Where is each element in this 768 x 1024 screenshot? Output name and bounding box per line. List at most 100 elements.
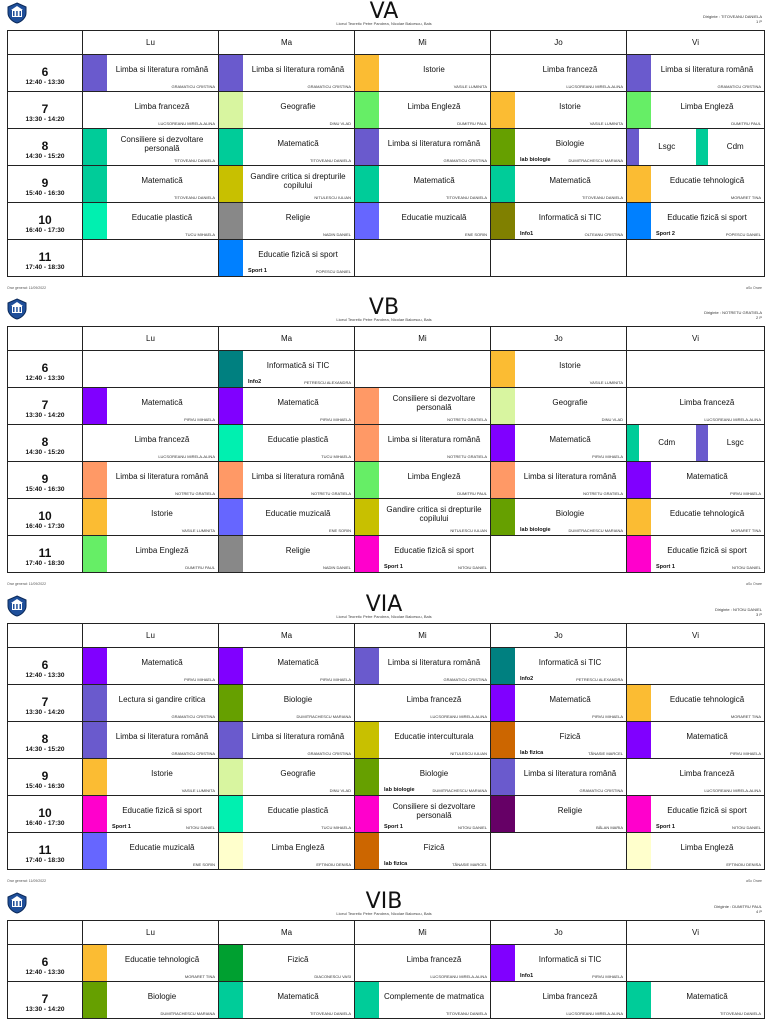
lesson-cell[interactable]: Consiliere si dezvoltare personală NOTRET… xyxy=(354,387,491,425)
lesson-cell[interactable]: Limba si literatura română NOTRETU GRATIE… xyxy=(490,461,627,499)
lesson-cell[interactable]: Limba franceză LUCSOREANU MIRELA-ALINA xyxy=(354,944,491,982)
lesson-cell[interactable]: Gandire critica si drepturile copilului N… xyxy=(218,165,355,203)
lesson-cell[interactable]: Limba franceză LUCSOREANU MIRELA-ALINA xyxy=(626,758,765,796)
lesson-cell[interactable]: Biologie DUMITRACHESCU MARIANA xyxy=(218,684,355,722)
lesson-cell[interactable]: Limba Engleză DUMITRU PAUL xyxy=(82,535,219,573)
lesson-cell[interactable]: Matematică PIRVU MIHAELA xyxy=(490,424,627,462)
lesson-cell[interactable]: Limba Engleză EFTINOIU DENISA xyxy=(626,832,765,870)
lesson-cell[interactable]: Limba Engleză DUMITRU PAUL xyxy=(626,91,765,129)
lesson-cell[interactable]: Matematică PIRVU MIHAELA xyxy=(82,647,219,685)
lesson-cell[interactable]: Limba si literatura română GRAMATICU CRIS… xyxy=(354,128,491,166)
lesson-cell[interactable]: Matematică TITOVEANU DANIELA xyxy=(218,128,355,166)
lesson-cell[interactable]: Gandire critica si drepturile copilului N… xyxy=(354,498,491,536)
lesson-cell[interactable]: Matematică TITOVEANU DANIELA xyxy=(82,165,219,203)
lesson-cell[interactable]: Limba franceză LUCSOREANU MIRELA-ALINA xyxy=(82,424,219,462)
lesson-cell[interactable]: Limba si literatura română GRAMATICU CRIS… xyxy=(626,54,765,92)
lesson-cell[interactable]: Educatie fizică si sport NITOIU DANIEL Spo… xyxy=(626,795,765,833)
lesson-cell[interactable]: Biologie DUMITRACHESCU MARIANA lab biologi… xyxy=(354,758,491,796)
subject-color-bar xyxy=(83,982,107,1018)
lesson-cell[interactable]: Matematică PIRVU MIHAELA xyxy=(626,461,765,499)
split-lesson[interactable]: Lsgc xyxy=(627,129,697,165)
hour-number: 8 xyxy=(41,138,49,153)
lesson-cell[interactable]: Lsgc Cdm xyxy=(626,128,765,166)
lesson-cell[interactable]: Limba franceză LUCSOREANU MIRELA-ALINA xyxy=(354,684,491,722)
lesson-cell[interactable]: Limba si literatura română GRAMATICU CRIS… xyxy=(218,721,355,759)
lesson-cell[interactable]: Matematică TITOVEANU DANIELA xyxy=(354,165,491,203)
lesson-cell[interactable]: Biologie DUMITRACHESCU MARIANA lab biologi… xyxy=(490,498,627,536)
lesson-cell[interactable]: Istorie VASILE LUMINITA xyxy=(82,758,219,796)
lesson-cell[interactable]: Educatie tehnologică MORARET TINA xyxy=(82,944,219,982)
subject-color-bar xyxy=(627,536,651,572)
lesson-cell[interactable]: Educatie plastică TUCU MIHAELA xyxy=(82,202,219,240)
lesson-cell[interactable]: Biologie DUMITRACHESCU MARIANA lab biologi… xyxy=(490,128,627,166)
lesson-cell[interactable]: Limba si literatura română GRAMATICU CRIS… xyxy=(218,54,355,92)
lesson-cell[interactable]: Biologie DUMITRACHESCU MARIANA xyxy=(82,981,219,1019)
lesson-cell[interactable]: Cdm Lsgc xyxy=(626,424,765,462)
lesson-cell[interactable]: Religie BĂLAN MARIA xyxy=(490,795,627,833)
lesson-cell[interactable]: Educatie fizică si sport NITOIU DANIEL Spo… xyxy=(82,795,219,833)
subject-color-bar xyxy=(219,648,243,684)
lesson-cell[interactable]: Religie NADIN DANIEL xyxy=(218,535,355,573)
lesson-cell[interactable]: Geografie DINU VLAD xyxy=(218,91,355,129)
lesson-cell[interactable]: Matematică PIRVU MIHAELA xyxy=(490,684,627,722)
lesson-cell[interactable]: Educatie tehnologică MORARET TINA xyxy=(626,165,765,203)
lesson-cell[interactable]: Limba Engleză DUMITRU PAUL xyxy=(354,91,491,129)
lesson-cell[interactable]: Istorie VASILE LUMINITA xyxy=(490,91,627,129)
lesson-cell[interactable]: Informatică si TIC PETRESCU ALEXANDRA Info… xyxy=(218,350,355,388)
lesson-cell[interactable]: Fizică TĂNASIE MARCEL lab fizica xyxy=(490,721,627,759)
lesson-cell[interactable]: Religie NADIN DANIEL xyxy=(218,202,355,240)
lesson-cell[interactable]: Istorie VASILE LUMINITA xyxy=(354,54,491,92)
lesson-cell[interactable]: Limba si literatura română NOTRETU GRATIE… xyxy=(354,424,491,462)
lesson-cell[interactable]: Geografie DINU VLAD xyxy=(218,758,355,796)
lesson-cell[interactable]: Matematică TITOVEANU DANIELA xyxy=(626,981,765,1019)
lesson-cell[interactable]: Informatică si TIC PIRVU MIHAELA Info1 xyxy=(490,944,627,982)
lesson-cell[interactable]: Matematică PIRVU MIHAELA xyxy=(626,721,765,759)
lesson-cell[interactable]: Limba si literatura română NOTRETU GRATIE… xyxy=(82,461,219,499)
lesson-cell[interactable]: Istorie VASILE LUMINITA xyxy=(490,350,627,388)
lesson-cell[interactable]: Limba franceză LUCSOREANU MIRELA-ALINA xyxy=(490,981,627,1019)
lesson-cell[interactable]: Educatie fizică si sport POPESCU DANIEL Sp… xyxy=(218,239,355,277)
lesson-cell[interactable]: Complemente de matmatica TITOVEANU DANIEL… xyxy=(354,981,491,1019)
lesson-cell[interactable]: Istorie VASILE LUMINITA xyxy=(82,498,219,536)
lesson-cell[interactable]: Matematică PIRVU MIHAELA xyxy=(218,387,355,425)
lesson-cell[interactable]: Fizică DIACONESCU VASI xyxy=(218,944,355,982)
lesson-cell[interactable]: Matematică PIRVU MIHAELA xyxy=(218,647,355,685)
lesson-cell[interactable]: Educatie plastică TUCU MIHAELA xyxy=(218,424,355,462)
lesson-cell[interactable]: Educatie muzicală ENE SORIN xyxy=(354,202,491,240)
lesson-cell[interactable]: Educatie fizică si sport NITOIU DANIEL Spo… xyxy=(354,535,491,573)
lesson-cell[interactable]: Informatică si TIC PETRESCU ALEXANDRA Info… xyxy=(490,647,627,685)
lesson-cell[interactable]: Educatie interculturala NITULESCU IULIAN xyxy=(354,721,491,759)
lesson-cell[interactable]: Lectura si gandire critica GRAMATICU CRIS… xyxy=(82,684,219,722)
lesson-cell[interactable]: Educatie fizică si sport POPESCU DANIEL Sp… xyxy=(626,202,765,240)
lesson-cell[interactable]: Educatie muzicală ENE SORIN xyxy=(82,832,219,870)
split-lesson[interactable]: Cdm xyxy=(627,425,697,461)
subject-color-bar xyxy=(355,648,379,684)
lesson-cell[interactable]: Educatie fizică si sport NITOIU DANIEL Spo… xyxy=(626,535,765,573)
split-lesson[interactable]: Cdm xyxy=(695,129,764,165)
lesson-cell[interactable]: Educatie plastică TUCU MIHAELA xyxy=(218,795,355,833)
lesson-cell[interactable]: Limba franceză LUCSOREANU MIRELA-ALINA xyxy=(490,54,627,92)
lesson-cell[interactable]: Limba si literatura română GRAMATICU CRIS… xyxy=(490,758,627,796)
lesson-cell[interactable]: Limba Engleză DUMITRU PAUL xyxy=(354,461,491,499)
subject-color-bar xyxy=(83,536,107,572)
lesson-cell[interactable]: Informatică si TIC OLTEANU CRISTINA Info1 xyxy=(490,202,627,240)
lesson-cell[interactable]: Limba si literatura română GRAMATICU CRIS… xyxy=(82,721,219,759)
lesson-cell[interactable]: Limba franceză LUCSOREANU MIRELA-ALINA xyxy=(82,91,219,129)
lesson-cell[interactable]: Limba si literatura română NOTRETU GRATIE… xyxy=(218,461,355,499)
lesson-cell[interactable]: Educatie tehnologică MORARET TINA xyxy=(626,498,765,536)
lesson-cell[interactable]: Limba si literatura română GRAMATICU CRIS… xyxy=(354,647,491,685)
lesson-cell[interactable]: Limba franceză LUCSOREANU MIRELA-ALINA xyxy=(626,387,765,425)
lesson-cell[interactable]: Consiliere si dezvoltare personală TITOVE… xyxy=(82,128,219,166)
lesson-cell[interactable]: Matematică TITOVEANU DANIELA xyxy=(490,165,627,203)
split-lesson[interactable]: Lsgc xyxy=(695,425,764,461)
lesson-cell[interactable]: Geografie DINU VLAD xyxy=(490,387,627,425)
lesson-cell[interactable]: Limba Engleză EFTINOIU DENISA xyxy=(218,832,355,870)
lesson-cell[interactable]: Limba si literatura română GRAMATICU CRIS… xyxy=(82,54,219,92)
lesson-cell[interactable]: Matematică TITOVEANU DANIELA xyxy=(218,981,355,1019)
lesson-cell[interactable]: Educatie muzicală ENE SORIN xyxy=(218,498,355,536)
lesson-cell[interactable]: Educatie tehnologică MORARET TINA xyxy=(626,684,765,722)
timetable-grid: Lu Ma Mi Jo Vi 6 12:40 - 13:30 Limba si literat… xyxy=(7,30,765,277)
lesson-cell[interactable]: Consiliere si dezvoltare personală NITOIU… xyxy=(354,795,491,833)
lesson-cell[interactable]: Fizică TĂNASIE MARCEL lab fizica xyxy=(354,832,491,870)
lesson-cell[interactable]: Matematică PIRVU MIHAELA xyxy=(82,387,219,425)
